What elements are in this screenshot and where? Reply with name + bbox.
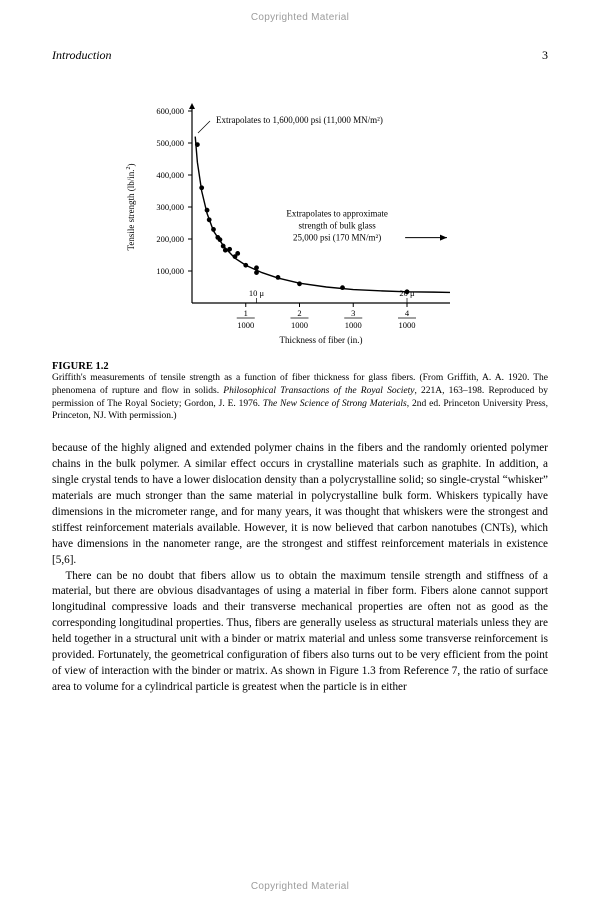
paragraph-1: because of the highly aligned and extend… [52, 441, 548, 568]
svg-text:Extrapolates to approximate: Extrapolates to approximate [286, 209, 387, 219]
figure-label: FIGURE 1.2 [52, 361, 548, 372]
tensile-strength-chart: 100,000 200,000 300,000 400,000 500,000 600,0… [100, 83, 460, 351]
svg-text:3: 3 [351, 308, 355, 318]
svg-text:25,000 psi (170 MN/m²): 25,000 psi (170 MN/m²) [293, 233, 381, 243]
svg-text:1000: 1000 [291, 320, 308, 330]
page-number: 3 [542, 48, 548, 63]
svg-text:500,000: 500,000 [156, 138, 184, 148]
svg-text:1000: 1000 [237, 320, 254, 330]
svg-text:100,000: 100,000 [156, 266, 184, 276]
figure-chart: 100,000 200,000 300,000 400,000 500,000 600,0… [100, 83, 548, 351]
svg-text:strength of bulk glass: strength of bulk glass [299, 221, 377, 231]
svg-text:4: 4 [405, 308, 410, 318]
svg-text:300,000: 300,000 [156, 202, 184, 212]
paragraph-2: There can be no doubt that fibers allow … [52, 569, 548, 696]
svg-text:600,000: 600,000 [156, 106, 184, 116]
watermark-top: Copyrighted Material [0, 12, 600, 23]
watermark-bottom: Copyrighted Material [0, 881, 600, 892]
svg-text:400,000: 400,000 [156, 170, 184, 180]
figure-caption: Griffith's measurements of tensile stren… [52, 372, 548, 423]
svg-text:1000: 1000 [345, 320, 362, 330]
running-head: Introduction 3 [52, 48, 548, 63]
svg-text:1000: 1000 [399, 320, 416, 330]
svg-text:Extrapolates to 1,600,000 psi: Extrapolates to 1,600,000 psi (11,000 MN… [216, 115, 383, 125]
svg-text:10 μ: 10 μ [249, 288, 265, 298]
book-page: Copyrighted Material Introduction 3 100,… [0, 0, 600, 906]
svg-text:2: 2 [297, 308, 301, 318]
body-text: because of the highly aligned and extend… [52, 441, 548, 696]
svg-text:200,000: 200,000 [156, 234, 184, 244]
svg-text:Thickness of fiber (in.): Thickness of fiber (in.) [280, 335, 363, 345]
section-title: Introduction [52, 48, 112, 63]
svg-text:1: 1 [244, 308, 248, 318]
svg-text:Tensile strength (lb/in.2): Tensile strength (lb/in.2) [126, 163, 136, 250]
